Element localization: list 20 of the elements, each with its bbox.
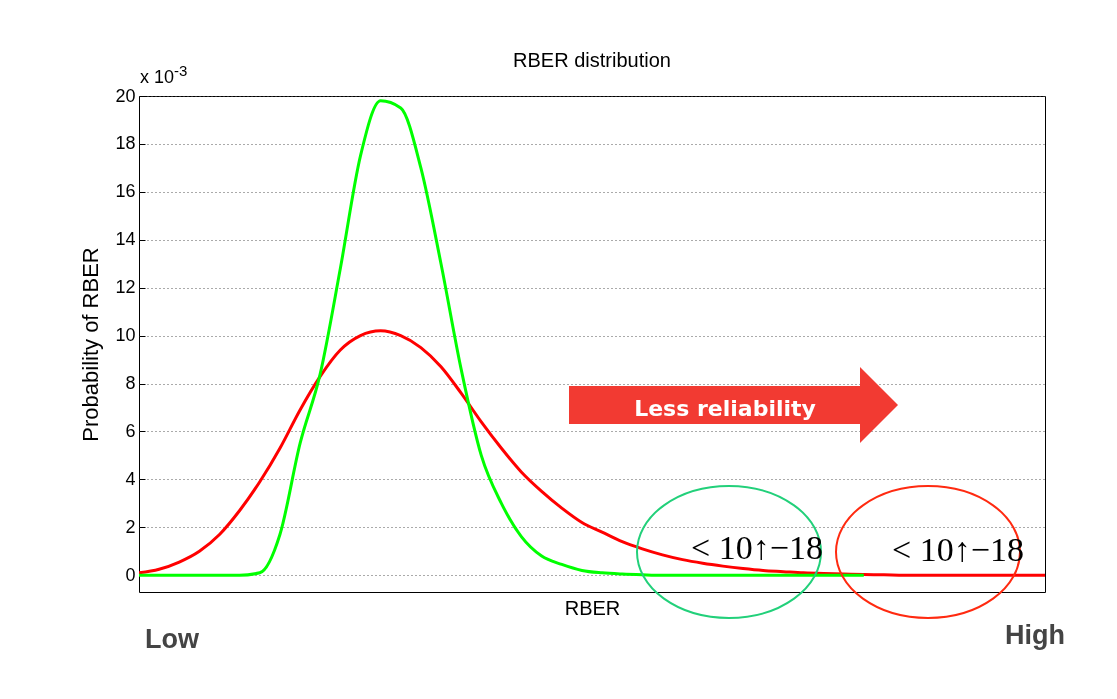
y-tick-label: 8 bbox=[125, 373, 136, 394]
y-tick-label: 0 bbox=[125, 564, 136, 585]
chart-title: RBER distribution bbox=[513, 49, 671, 71]
y-tick-label: 12 bbox=[115, 277, 136, 298]
y-tick-label: 20 bbox=[115, 85, 136, 106]
y-tick-label: 4 bbox=[125, 468, 136, 489]
line-series bbox=[139, 329, 1045, 577]
y-tick-label: 6 bbox=[125, 420, 136, 441]
annotation: Less reliability bbox=[634, 395, 816, 421]
y-tick-label: 14 bbox=[115, 229, 136, 250]
y-tick-label: 16 bbox=[115, 181, 136, 202]
y-axis-title: Probability of RBER bbox=[78, 247, 104, 442]
text: x 10$^{-3}$ bbox=[140, 62, 188, 88]
x-axis-title: RBER bbox=[564, 596, 621, 619]
text: Low bbox=[145, 624, 199, 655]
y-tick-label: 18 bbox=[115, 133, 136, 154]
line-series bbox=[139, 99, 866, 577]
y-tick-label: 2 bbox=[125, 516, 136, 537]
y-tick-label: 10 bbox=[115, 325, 136, 346]
text: High bbox=[1005, 620, 1065, 651]
